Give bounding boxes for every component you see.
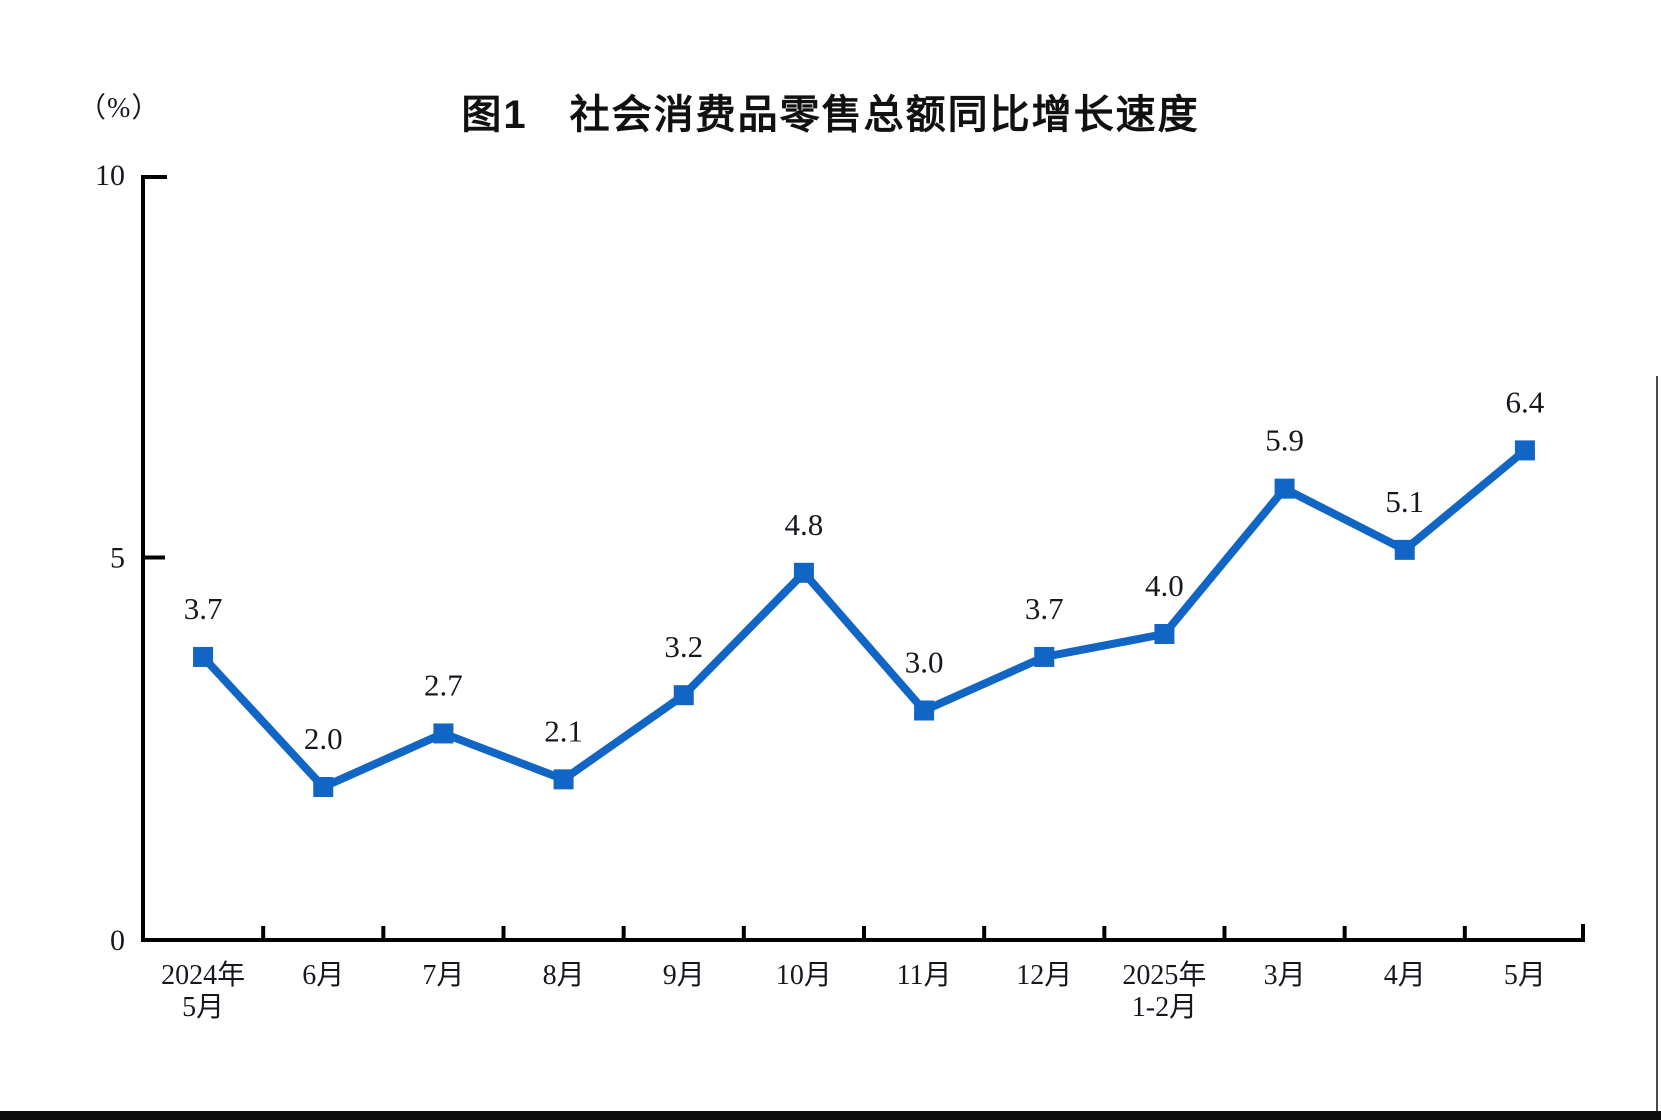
x-tick-label: 1-2月 [1132,992,1197,1023]
x-tick-label: 9月 [663,960,705,991]
data-point-label: 2.0 [304,721,343,756]
data-point-label: 2.7 [424,667,463,702]
x-tick-label: 4月 [1384,960,1426,991]
data-point-marker [1274,478,1295,499]
y-axis-unit-label: （%） [78,93,161,124]
x-tick-label: 12月 [1016,960,1072,991]
data-point-label: 3.7 [1025,591,1064,626]
data-point-marker [673,685,694,706]
data-point-marker [1154,624,1175,644]
data-point-marker [313,777,334,797]
right-edge-border [1656,376,1658,1111]
x-tick-label: 10月 [776,960,832,991]
series-line [200,447,1528,792]
x-tick-label: 7月 [422,960,464,991]
data-point-label: 4.0 [1145,568,1184,603]
y-tick-label: 10 [95,159,125,192]
x-tick-label: 5月 [1504,960,1546,991]
data-point-label: 5.9 [1265,423,1304,458]
y-tick-label: 5 [110,542,125,575]
x-tick-label: 2024年 [161,959,245,991]
data-point-label: 6.4 [1506,384,1545,419]
data-point-label: 2.1 [544,713,583,748]
data-point-marker [553,769,574,790]
x-tick-label: 6月 [302,960,344,991]
data-point-label: 3.0 [905,645,944,680]
y-tick-label: 0 [110,924,125,957]
data-point-label: 5.1 [1385,484,1424,519]
data-point-marker [193,646,214,667]
x-tick-label: 5月 [182,992,224,1023]
x-tick-label: 11月 [897,960,952,991]
data-point-marker [1514,440,1535,461]
data-point-marker [914,700,935,721]
data-point-marker [793,562,814,583]
data-point-label: 3.2 [664,629,703,664]
x-tick-label: 2025年 [1122,959,1206,991]
bottom-divider-bar [0,1111,1661,1120]
data-point-marker [1394,539,1415,560]
x-tick-label: 3月 [1264,960,1306,991]
x-tick-label: 8月 [543,960,585,991]
data-point-marker [433,723,454,744]
data-point-label: 3.7 [184,591,223,626]
data-point-label: 4.8 [785,507,824,542]
chart-title: 图1 社会消费品零售总额同比增长速度 [461,93,1200,137]
data-point-marker [1034,646,1055,667]
